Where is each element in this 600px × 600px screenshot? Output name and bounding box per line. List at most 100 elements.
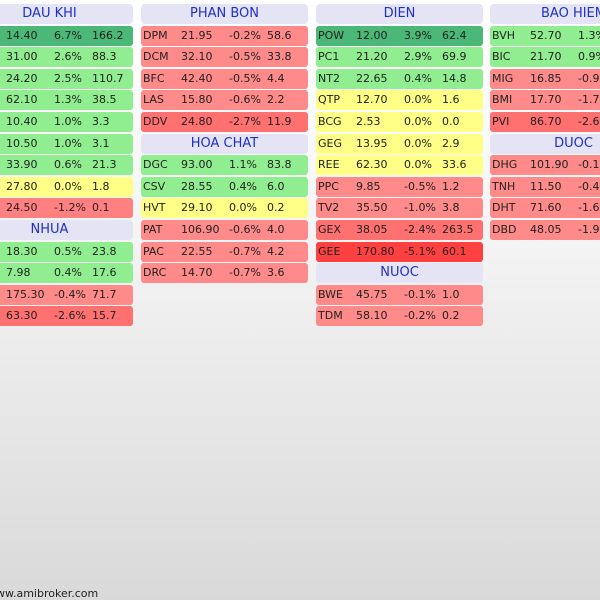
stock-change: 1.3% xyxy=(578,28,600,42)
stock-row: DDV 24.80 -2.7% 11.9 xyxy=(141,111,308,132)
stock-change: 3.9% xyxy=(404,28,432,42)
stock-volume: 1.8 xyxy=(92,179,110,193)
stock-volume: 263.5 xyxy=(442,222,474,236)
stock-ticker: NT2 xyxy=(318,71,340,85)
stock-row: HVT 29.10 0.0% 0.2 xyxy=(141,198,308,219)
sector-header: NHUA xyxy=(0,219,133,240)
stock-volume: 2.9 xyxy=(442,136,460,150)
stock-price: 14.40 xyxy=(6,28,38,42)
stock-volume: 1.2 xyxy=(442,179,460,193)
stock-row: PVI 86.70 -2.6% xyxy=(490,111,600,132)
sector-header: NUOC xyxy=(316,263,483,284)
stock-price: 24.50 xyxy=(6,201,38,215)
stock-price: 32.10 xyxy=(181,50,213,64)
sector-header: DIEN xyxy=(316,4,483,24)
stock-price: 63.30 xyxy=(6,309,38,323)
stock-volume: 33.6 xyxy=(442,158,467,172)
stock-change: -1.6% xyxy=(578,201,600,215)
stock-ticker: DHT xyxy=(492,201,516,215)
stock-ticker: DBD xyxy=(492,222,517,236)
stock-price: 93.00 xyxy=(181,158,213,172)
stock-ticker: PC1 xyxy=(318,50,340,64)
stock-ticker: GEG xyxy=(318,136,342,150)
stock-volume: 3.3 xyxy=(92,114,110,128)
stock-price: 15.80 xyxy=(181,93,213,107)
stock-change: -2.7% xyxy=(229,114,261,128)
stock-price: 62.30 xyxy=(356,158,388,172)
stock-ticker: TNH xyxy=(492,179,516,193)
stock-ticker: DDV xyxy=(143,114,168,128)
stock-price: 38.05 xyxy=(356,222,388,236)
stock-row: TDM 58.10 -0.2% 0.2 xyxy=(316,306,483,327)
stock-price: 175.30 xyxy=(6,287,45,301)
stock-change: -0.1% xyxy=(578,158,600,172)
stock-price: 14.70 xyxy=(181,266,213,280)
stock-row: DCM 32.10 -0.5% 33.8 xyxy=(141,47,308,68)
stock-change: 0.0% xyxy=(404,93,432,107)
stock-row: 33.90 0.6% 21.3 xyxy=(0,155,133,176)
sector-header: BAO HIEM xyxy=(490,4,600,24)
footer: www.amibroker.com xyxy=(0,587,99,600)
stock-volume: 88.3 xyxy=(92,50,117,64)
sector-column: BAO HIEM BVH 52.70 1.3% BIC 21.70 0.9% MIG 16.85… xyxy=(490,4,600,242)
stock-ticker: PPC xyxy=(318,179,339,193)
stock-price: 29.10 xyxy=(181,201,213,215)
stock-change: -0.7% xyxy=(229,266,261,280)
stock-volume: 0.1 xyxy=(92,201,110,215)
stock-change: 0.0% xyxy=(404,136,432,150)
stock-change: -0.4% xyxy=(578,179,600,193)
stock-price: 21.95 xyxy=(181,28,213,42)
stock-ticker: MIG xyxy=(492,71,514,85)
stock-price: 12.70 xyxy=(356,93,388,107)
stock-volume: 14.8 xyxy=(442,71,467,85)
stock-change: 1.0% xyxy=(54,114,82,128)
stock-price: 22.55 xyxy=(181,244,213,258)
stock-volume: 4.4 xyxy=(267,71,285,85)
stock-change: 0.5% xyxy=(54,244,82,258)
stock-volume: 1.0 xyxy=(442,287,460,301)
stock-change: -0.5% xyxy=(404,179,436,193)
stock-change: 2.5% xyxy=(54,71,82,85)
sector-column: DAU KHI 14.40 6.7% 166.2 31.00 2.6% 88.3 24.20 2… xyxy=(0,4,133,328)
stock-volume: 166.2 xyxy=(92,28,124,42)
stock-price: 106.90 xyxy=(181,222,220,236)
stock-row: 24.50 -1.2% 0.1 xyxy=(0,198,133,219)
stock-change: -1.9% xyxy=(578,222,600,236)
stock-price: 48.05 xyxy=(530,222,562,236)
stock-volume: 0.0 xyxy=(442,114,460,128)
stock-ticker: DCM xyxy=(143,50,169,64)
stock-change: 0.4% xyxy=(404,71,432,85)
stock-change: 1.1% xyxy=(229,158,257,172)
stock-row: POW 12.00 3.9% 62.4 xyxy=(316,25,483,46)
stock-change: -0.2% xyxy=(404,309,436,323)
stock-price: 45.75 xyxy=(356,287,388,301)
stock-volume: 58.6 xyxy=(267,28,292,42)
stock-change: 0.4% xyxy=(229,179,257,193)
stock-change: 0.0% xyxy=(404,158,432,172)
stock-row: BMI 17.70 -1.7% xyxy=(490,90,600,111)
stock-row: PPC 9.85 -0.5% 1.2 xyxy=(316,176,483,197)
stock-change: -0.5% xyxy=(229,50,261,64)
stock-price: 11.50 xyxy=(530,179,562,193)
stock-ticker: BMI xyxy=(492,93,513,107)
stock-change: 0.4% xyxy=(54,266,82,280)
stock-ticker: DPM xyxy=(143,28,168,42)
stock-ticker: BVH xyxy=(492,28,516,42)
stock-price: 9.85 xyxy=(356,179,381,193)
stock-row: 63.30 -2.6% 15.7 xyxy=(0,306,133,327)
stock-change: -0.2% xyxy=(229,28,261,42)
stock-ticker: TDM xyxy=(318,309,343,323)
stock-row: BVH 52.70 1.3% xyxy=(490,25,600,46)
stock-ticker: GEX xyxy=(318,222,342,236)
stock-row: CSV 28.55 0.4% 6.0 xyxy=(141,176,308,197)
stock-price: 24.80 xyxy=(181,114,213,128)
stock-price: 31.00 xyxy=(6,50,38,64)
stock-price: 27.80 xyxy=(6,179,38,193)
stock-row: TNH 11.50 -0.4% xyxy=(490,176,600,197)
stock-volume: 110.7 xyxy=(92,71,124,85)
sector-column: PHAN BON DPM 21.95 -0.2% 58.6 DCM 32.10 -0.5% 33… xyxy=(141,4,308,285)
stock-volume: 33.8 xyxy=(267,50,292,64)
stock-price: 33.90 xyxy=(6,158,38,172)
stock-price: 18.30 xyxy=(6,244,38,258)
stock-price: 17.70 xyxy=(530,93,562,107)
